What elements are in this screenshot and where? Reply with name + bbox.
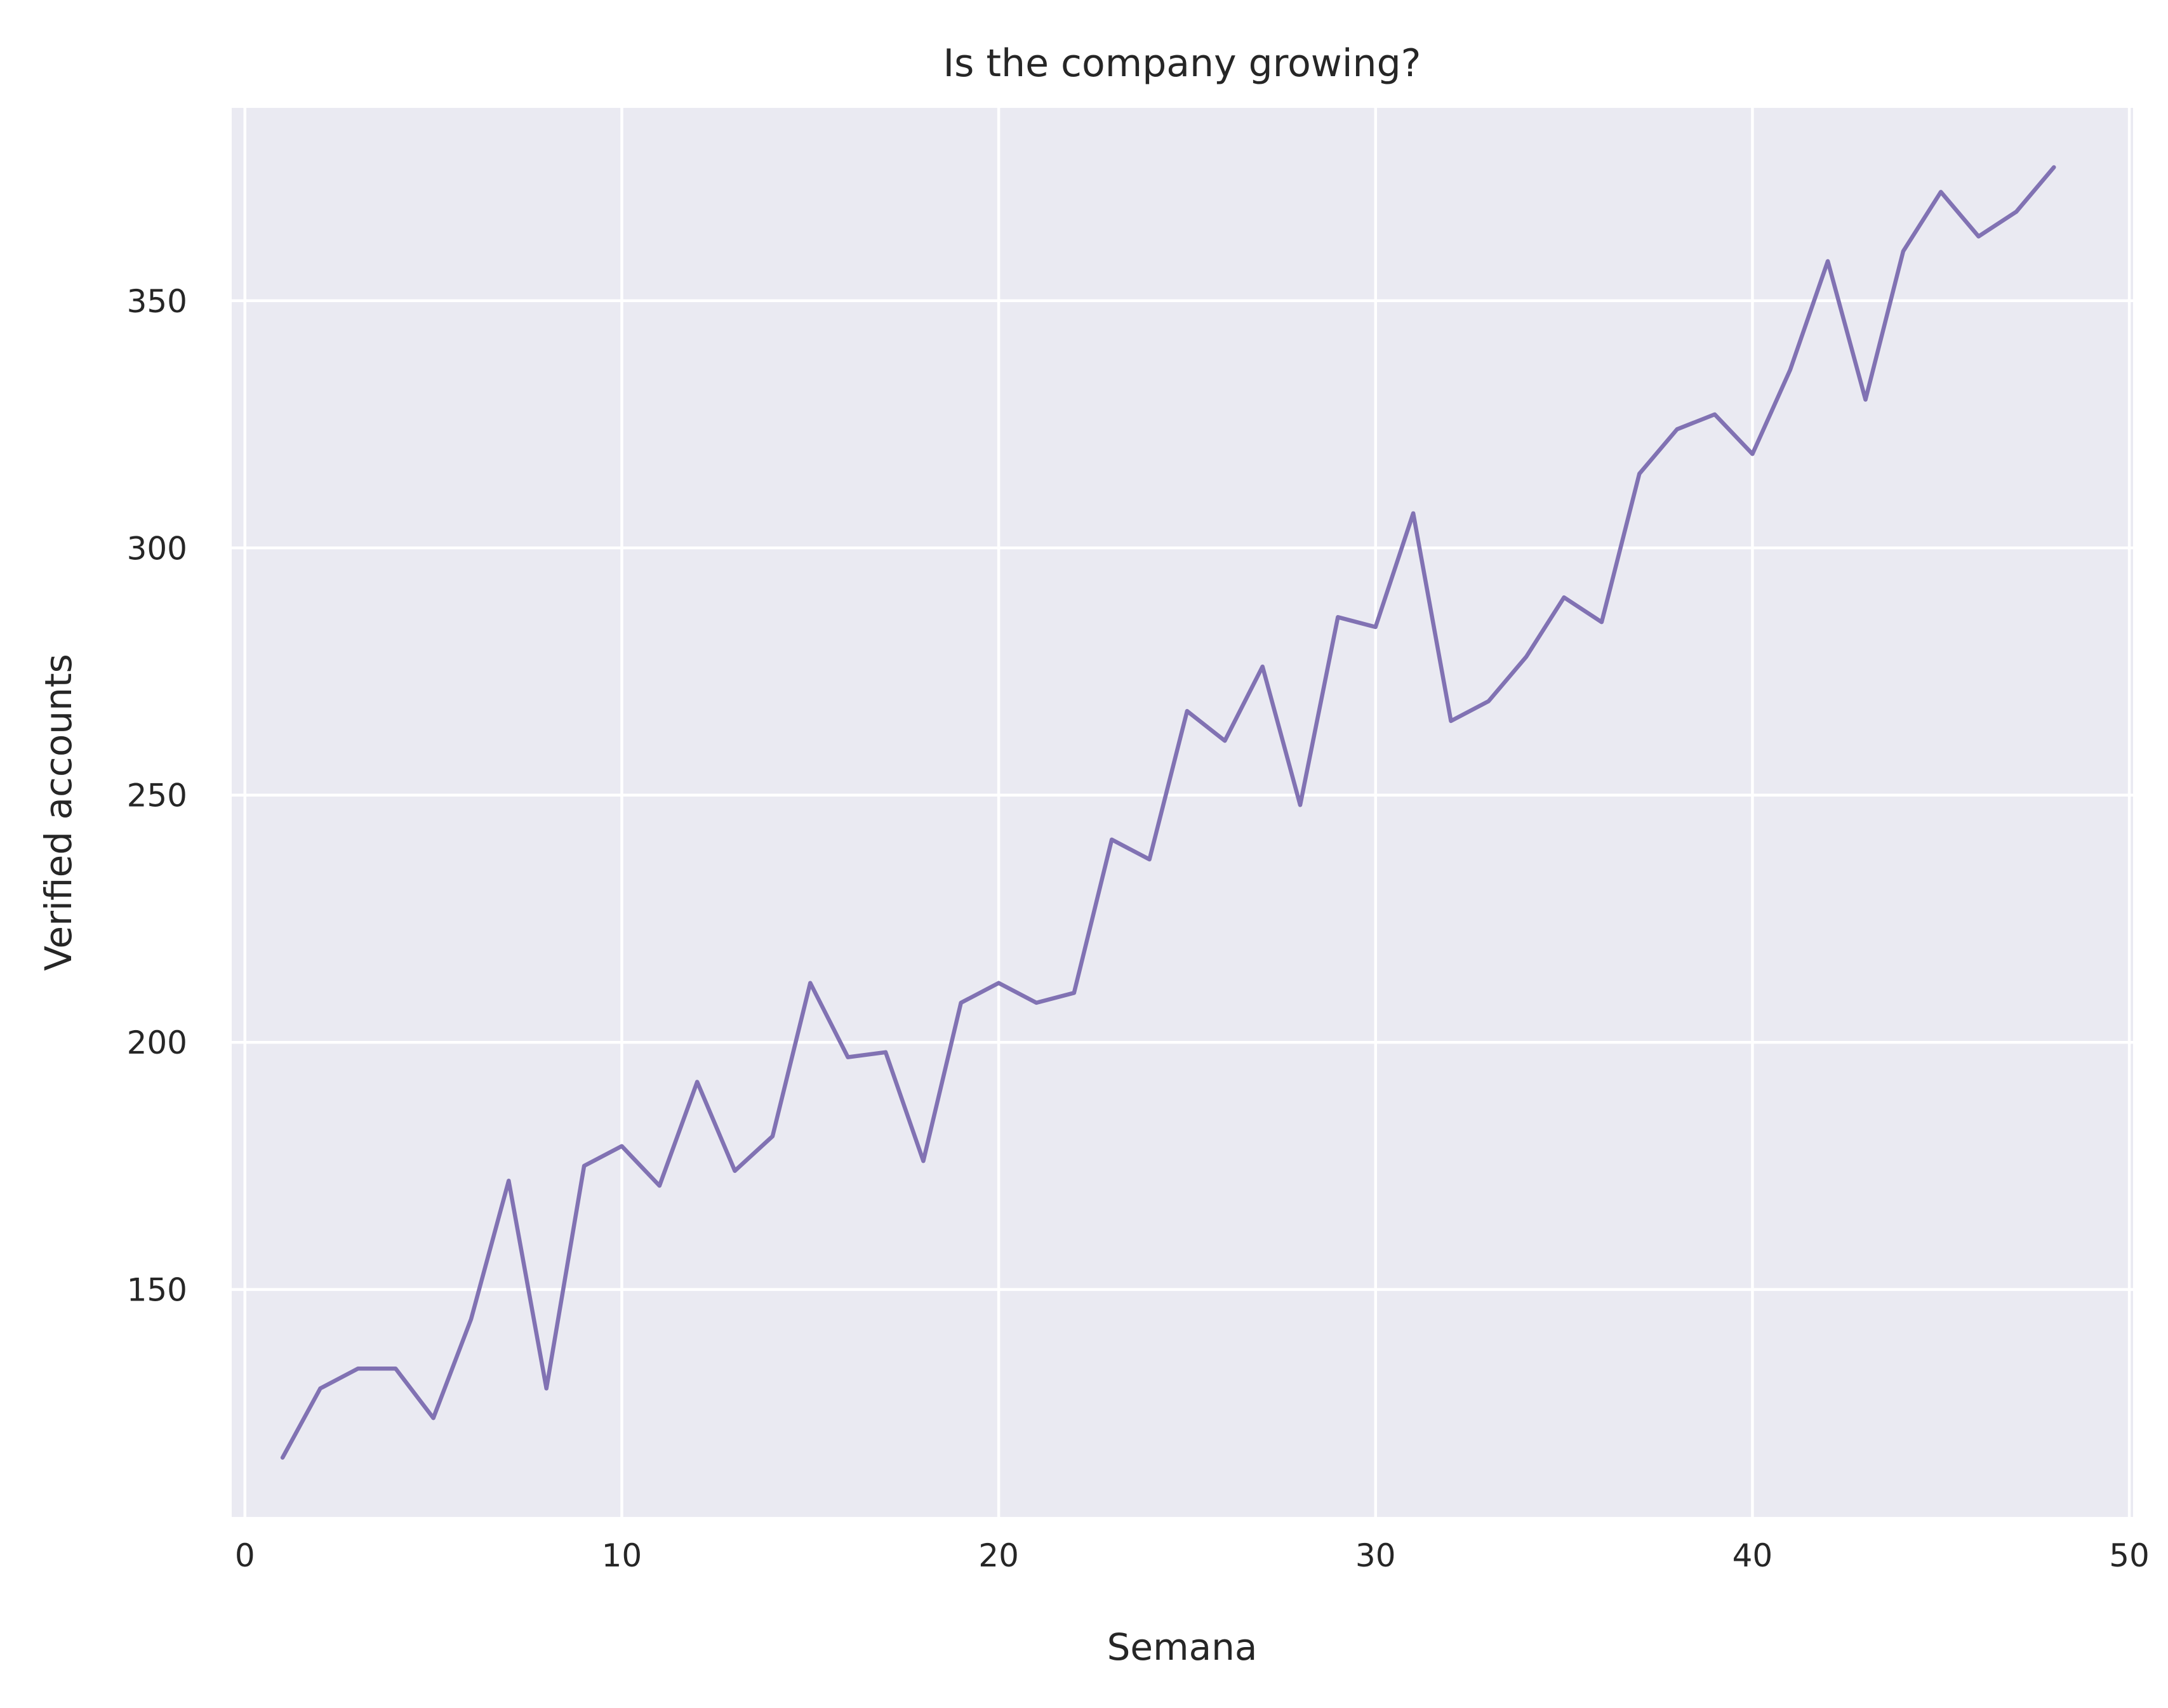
- y-tick-label: 250: [127, 778, 187, 814]
- y-tick-label: 150: [127, 1272, 187, 1309]
- grid-lines: [232, 108, 2133, 1517]
- y-tick-label: 300: [127, 530, 187, 567]
- series-line: [280, 165, 2056, 1460]
- x-tick-label: 0: [235, 1537, 255, 1574]
- chart-title: Is the company growing?: [943, 41, 1421, 86]
- x-tick-label: 40: [1732, 1537, 1773, 1574]
- y-tick-labels: 150 200 250 300 350: [127, 283, 187, 1309]
- x-tick-label: 10: [602, 1537, 642, 1574]
- x-tick-label: 30: [1355, 1537, 1396, 1574]
- y-tick-label: 200: [127, 1024, 187, 1061]
- x-tick-label: 20: [978, 1537, 1019, 1574]
- x-tick-label: 50: [2109, 1537, 2150, 1574]
- y-axis-label: Verified accounts: [37, 654, 80, 971]
- plot-area: [232, 108, 2133, 1517]
- y-tick-label: 350: [127, 283, 187, 320]
- series-layer: [280, 165, 2056, 1460]
- x-tick-labels: 0 10 20 30 40 50: [235, 1537, 2150, 1574]
- x-axis-label: Semana: [1107, 1625, 1258, 1669]
